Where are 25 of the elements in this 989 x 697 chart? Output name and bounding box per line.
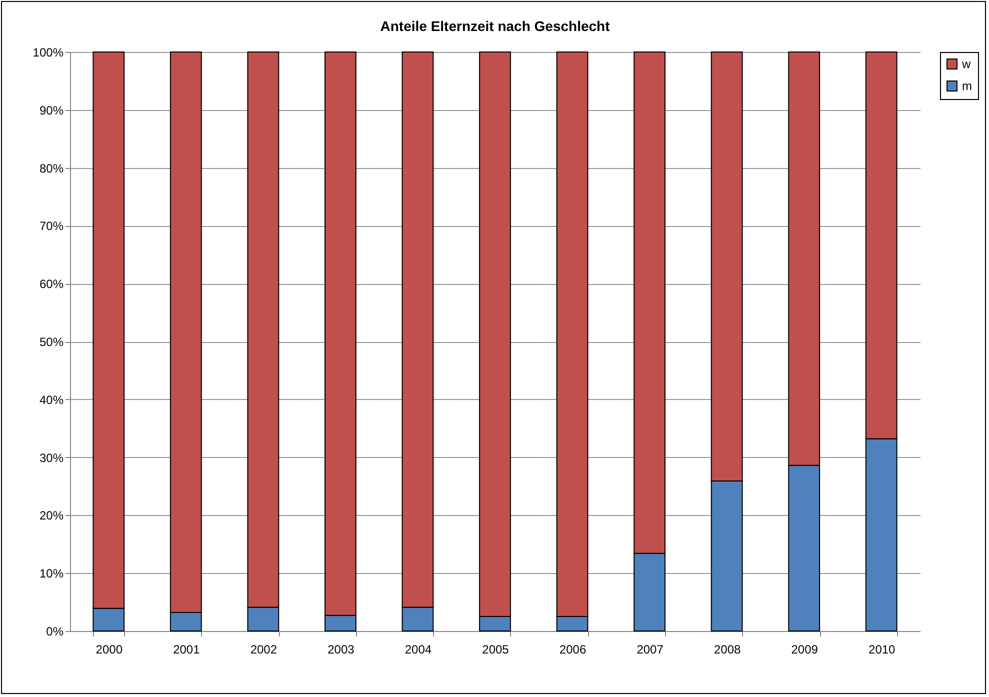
x-tick-label: 2004: [404, 642, 432, 656]
x-tick-label: 2005: [482, 642, 510, 656]
x-tick-label: 2010: [868, 642, 896, 656]
legend-label: m: [962, 79, 972, 93]
y-tick-label: 70%: [39, 219, 64, 234]
x-tick-label: 2009: [791, 642, 818, 656]
x-tick-label: 2007: [636, 642, 664, 656]
y-tick-label: 100%: [32, 46, 64, 60]
y-tick-label: 80%: [39, 161, 64, 176]
x-tick-label: 2008: [714, 642, 741, 656]
y-tick-label: 30%: [39, 450, 64, 465]
y-tick-label: 60%: [39, 277, 64, 292]
y-tick-label: 10%: [39, 566, 64, 581]
y-tick-label: 90%: [39, 103, 64, 118]
chart-title: Anteile Elternzeit nach Geschlecht: [380, 18, 610, 34]
x-tick-label: 2001: [173, 642, 200, 656]
y-tick-label: 40%: [39, 392, 64, 407]
x-tick-label: 2002: [250, 642, 278, 656]
x-tick-label: 2003: [328, 642, 355, 656]
y-tick-label: 50%: [39, 335, 64, 349]
x-tick-label: 2000: [96, 642, 123, 656]
y-tick-label: 0%: [46, 624, 64, 638]
legend-label: w: [961, 57, 971, 71]
x-tick-label: 2006: [559, 642, 586, 656]
y-tick-label: 20%: [39, 508, 64, 523]
